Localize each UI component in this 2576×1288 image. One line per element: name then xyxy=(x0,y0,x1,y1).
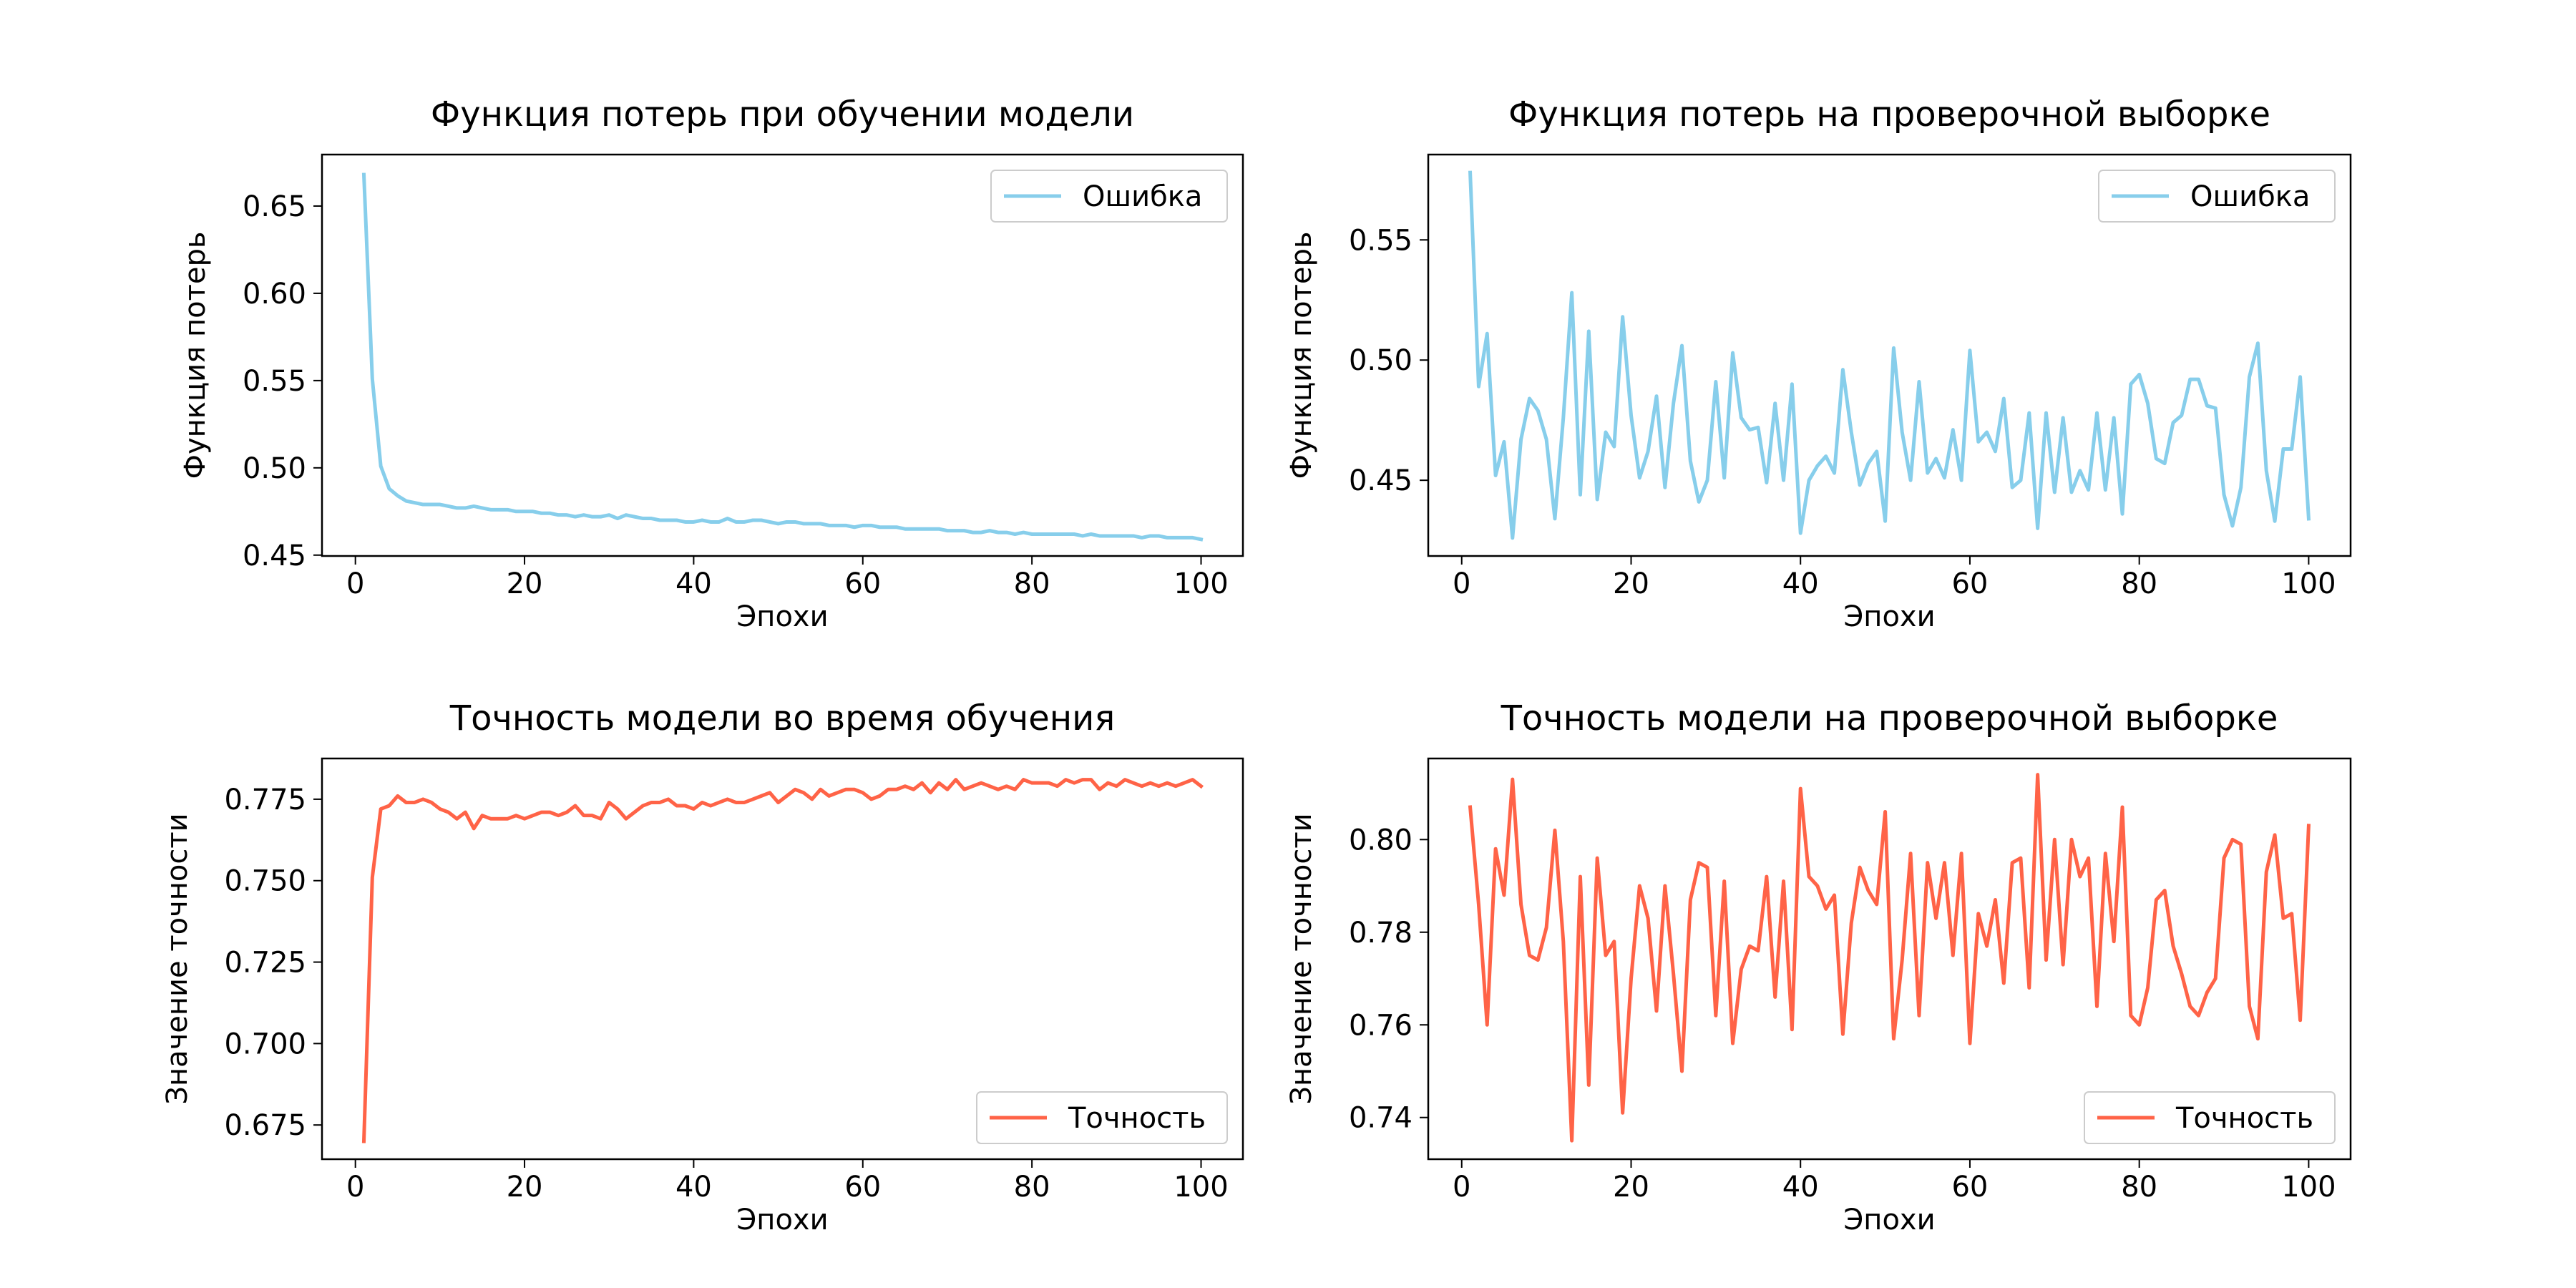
x-tick-label: 40 xyxy=(1782,1171,1819,1204)
chart-title: Функция потерь на проверочной выборке xyxy=(1508,94,2270,135)
y-tick-label: 0.78 xyxy=(1349,917,1413,950)
y-axis-label: Значение точности xyxy=(161,813,194,1104)
axes-frame xyxy=(1427,757,2352,1161)
legend: Точность xyxy=(976,1091,1228,1144)
legend-box xyxy=(2084,1091,2336,1144)
x-tick-label: 20 xyxy=(1613,567,1649,600)
y-tick-label: 0.750 xyxy=(224,865,306,898)
x-tick-label: 20 xyxy=(507,1171,543,1204)
legend: Точность xyxy=(2084,1091,2336,1144)
subplot-3: 0 20 40 60 80 100 0.675 0.700 0.725 0.750 0.775 Точ… xyxy=(161,698,1244,1236)
y-tick-label: 0.65 xyxy=(243,190,306,223)
axes-frame xyxy=(1427,153,2352,557)
series-line xyxy=(361,172,1204,542)
subplot-2: 0 20 40 60 80 100 0.45 0.50 0.55 Функция потерь н… xyxy=(1285,94,2352,633)
x-tick-label: 0 xyxy=(1453,1171,1470,1204)
x-tick-label: 80 xyxy=(1014,567,1050,600)
legend-label: Точность xyxy=(2175,1102,2313,1135)
series-line xyxy=(1468,773,2311,1143)
x-tick-label: 60 xyxy=(844,567,881,600)
chart-title: Функция потерь при обучении модели xyxy=(431,94,1134,135)
subplot-1: 0 20 40 60 80 100 0.45 0.50 0.55 0.60 0.65 Функция … xyxy=(179,94,1244,633)
x-tick-label: 0 xyxy=(346,1171,364,1204)
y-tick-label: 0.55 xyxy=(243,365,306,398)
legend-box xyxy=(990,170,1228,223)
legend-label: Точность xyxy=(1068,1102,1206,1135)
x-axis-label: Эпохи xyxy=(736,600,828,633)
x-tick-label: 80 xyxy=(2121,567,2157,600)
legend-label: Ошибка xyxy=(2190,180,2310,213)
x-axis-label: Эпохи xyxy=(1843,600,1935,633)
x-tick-label: 20 xyxy=(1613,1171,1649,1204)
x-tick-label: 80 xyxy=(2121,1171,2157,1204)
legend-box xyxy=(976,1091,1228,1144)
x-axis-label: Эпохи xyxy=(1843,1204,1935,1236)
legend: Ошибка xyxy=(990,170,1228,223)
y-tick-label: 0.45 xyxy=(243,540,306,572)
y-tick-label: 0.675 xyxy=(224,1109,306,1142)
x-tick-label: 60 xyxy=(1951,1171,1988,1204)
x-tick-label: 20 xyxy=(507,567,543,600)
legend-label: Ошибка xyxy=(1083,180,1202,213)
x-tick-label: 60 xyxy=(844,1171,881,1204)
x-tick-label: 80 xyxy=(1014,1171,1050,1204)
axes-frame xyxy=(321,153,1244,557)
x-tick-label: 100 xyxy=(2281,1171,2336,1204)
x-tick-label: 40 xyxy=(675,1171,712,1204)
y-axis-label: Значение точности xyxy=(1285,813,1318,1104)
y-tick-label: 0.725 xyxy=(224,947,306,980)
x-tick-label: 100 xyxy=(2281,567,2336,600)
series-line xyxy=(361,778,1204,1143)
y-tick-label: 0.60 xyxy=(243,278,306,311)
axes-frame xyxy=(321,757,1244,1161)
y-tick-label: 0.80 xyxy=(1349,824,1413,857)
x-tick-label: 100 xyxy=(1174,567,1228,600)
chart-title: Точность модели во время обучения xyxy=(449,698,1115,738)
x-tick-label: 0 xyxy=(346,567,364,600)
x-tick-label: 0 xyxy=(1453,567,1470,600)
x-axis-label: Эпохи xyxy=(736,1204,828,1236)
y-tick-label: 0.74 xyxy=(1349,1102,1413,1135)
x-tick-label: 100 xyxy=(1174,1171,1228,1204)
legend-box xyxy=(2098,170,2336,223)
y-tick-label: 0.76 xyxy=(1349,1009,1413,1042)
y-axis-label: Функция потерь xyxy=(179,232,212,479)
y-tick-label: 0.50 xyxy=(1349,344,1413,377)
chart-title: Точность модели на проверочной выборке xyxy=(1501,698,2278,738)
x-tick-label: 40 xyxy=(1782,567,1819,600)
y-tick-label: 0.775 xyxy=(224,784,306,816)
x-tick-label: 60 xyxy=(1951,567,1988,600)
y-tick-label: 0.45 xyxy=(1349,464,1413,497)
y-tick-label: 0.55 xyxy=(1349,224,1413,257)
y-tick-label: 0.50 xyxy=(243,452,306,485)
legend: Ошибка xyxy=(2098,170,2336,223)
y-tick-label: 0.700 xyxy=(224,1028,306,1060)
subplot-4: 0 20 40 60 80 100 0.74 0.76 0.78 0.80 Точность мод… xyxy=(1285,698,2352,1236)
y-axis-label: Функция потерь xyxy=(1285,232,1318,479)
series-line xyxy=(1468,170,2311,540)
x-tick-label: 40 xyxy=(675,567,712,600)
